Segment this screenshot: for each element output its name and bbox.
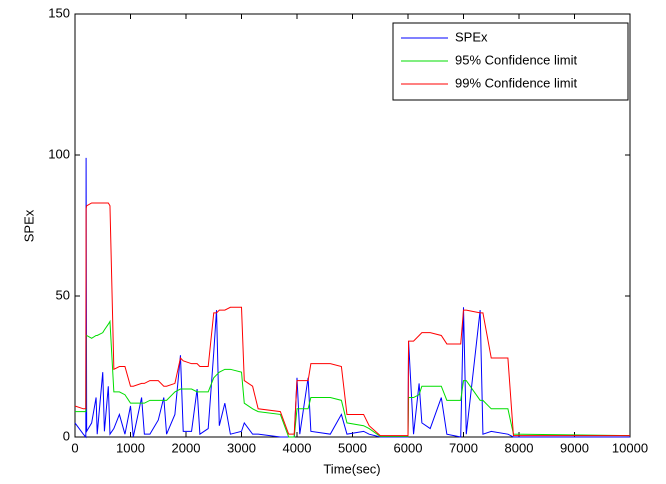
- x-tick-label: 10000: [612, 440, 648, 455]
- x-tick-label: 8000: [505, 440, 534, 455]
- x-tick-label: 3000: [227, 440, 256, 455]
- y-tick-label: 150: [48, 5, 70, 20]
- y-tick-label: 100: [48, 146, 70, 161]
- y-tick-label: 0: [63, 428, 70, 443]
- x-tick-label: 4000: [283, 440, 312, 455]
- x-tick-label: 6000: [394, 440, 423, 455]
- series-line: [74, 157, 630, 439]
- x-tick-label: 5000: [338, 440, 367, 455]
- legend-label: SPEx: [455, 29, 488, 44]
- x-axis-label: Time(sec): [323, 461, 380, 476]
- legend-label: 95% Confidence limit: [455, 52, 578, 67]
- legend-label: 99% Confidence limit: [455, 75, 578, 90]
- x-tick-label: 9000: [560, 440, 589, 455]
- x-tick-label: 1000: [116, 440, 145, 455]
- y-axis-label: SPEx: [21, 209, 36, 242]
- x-tick-label: 7000: [449, 440, 478, 455]
- series-line: [75, 319, 631, 438]
- x-tick-label: 2000: [172, 440, 201, 455]
- y-tick-label: 50: [56, 287, 70, 302]
- x-tick-label: 0: [71, 440, 78, 455]
- series-line: [74, 202, 630, 437]
